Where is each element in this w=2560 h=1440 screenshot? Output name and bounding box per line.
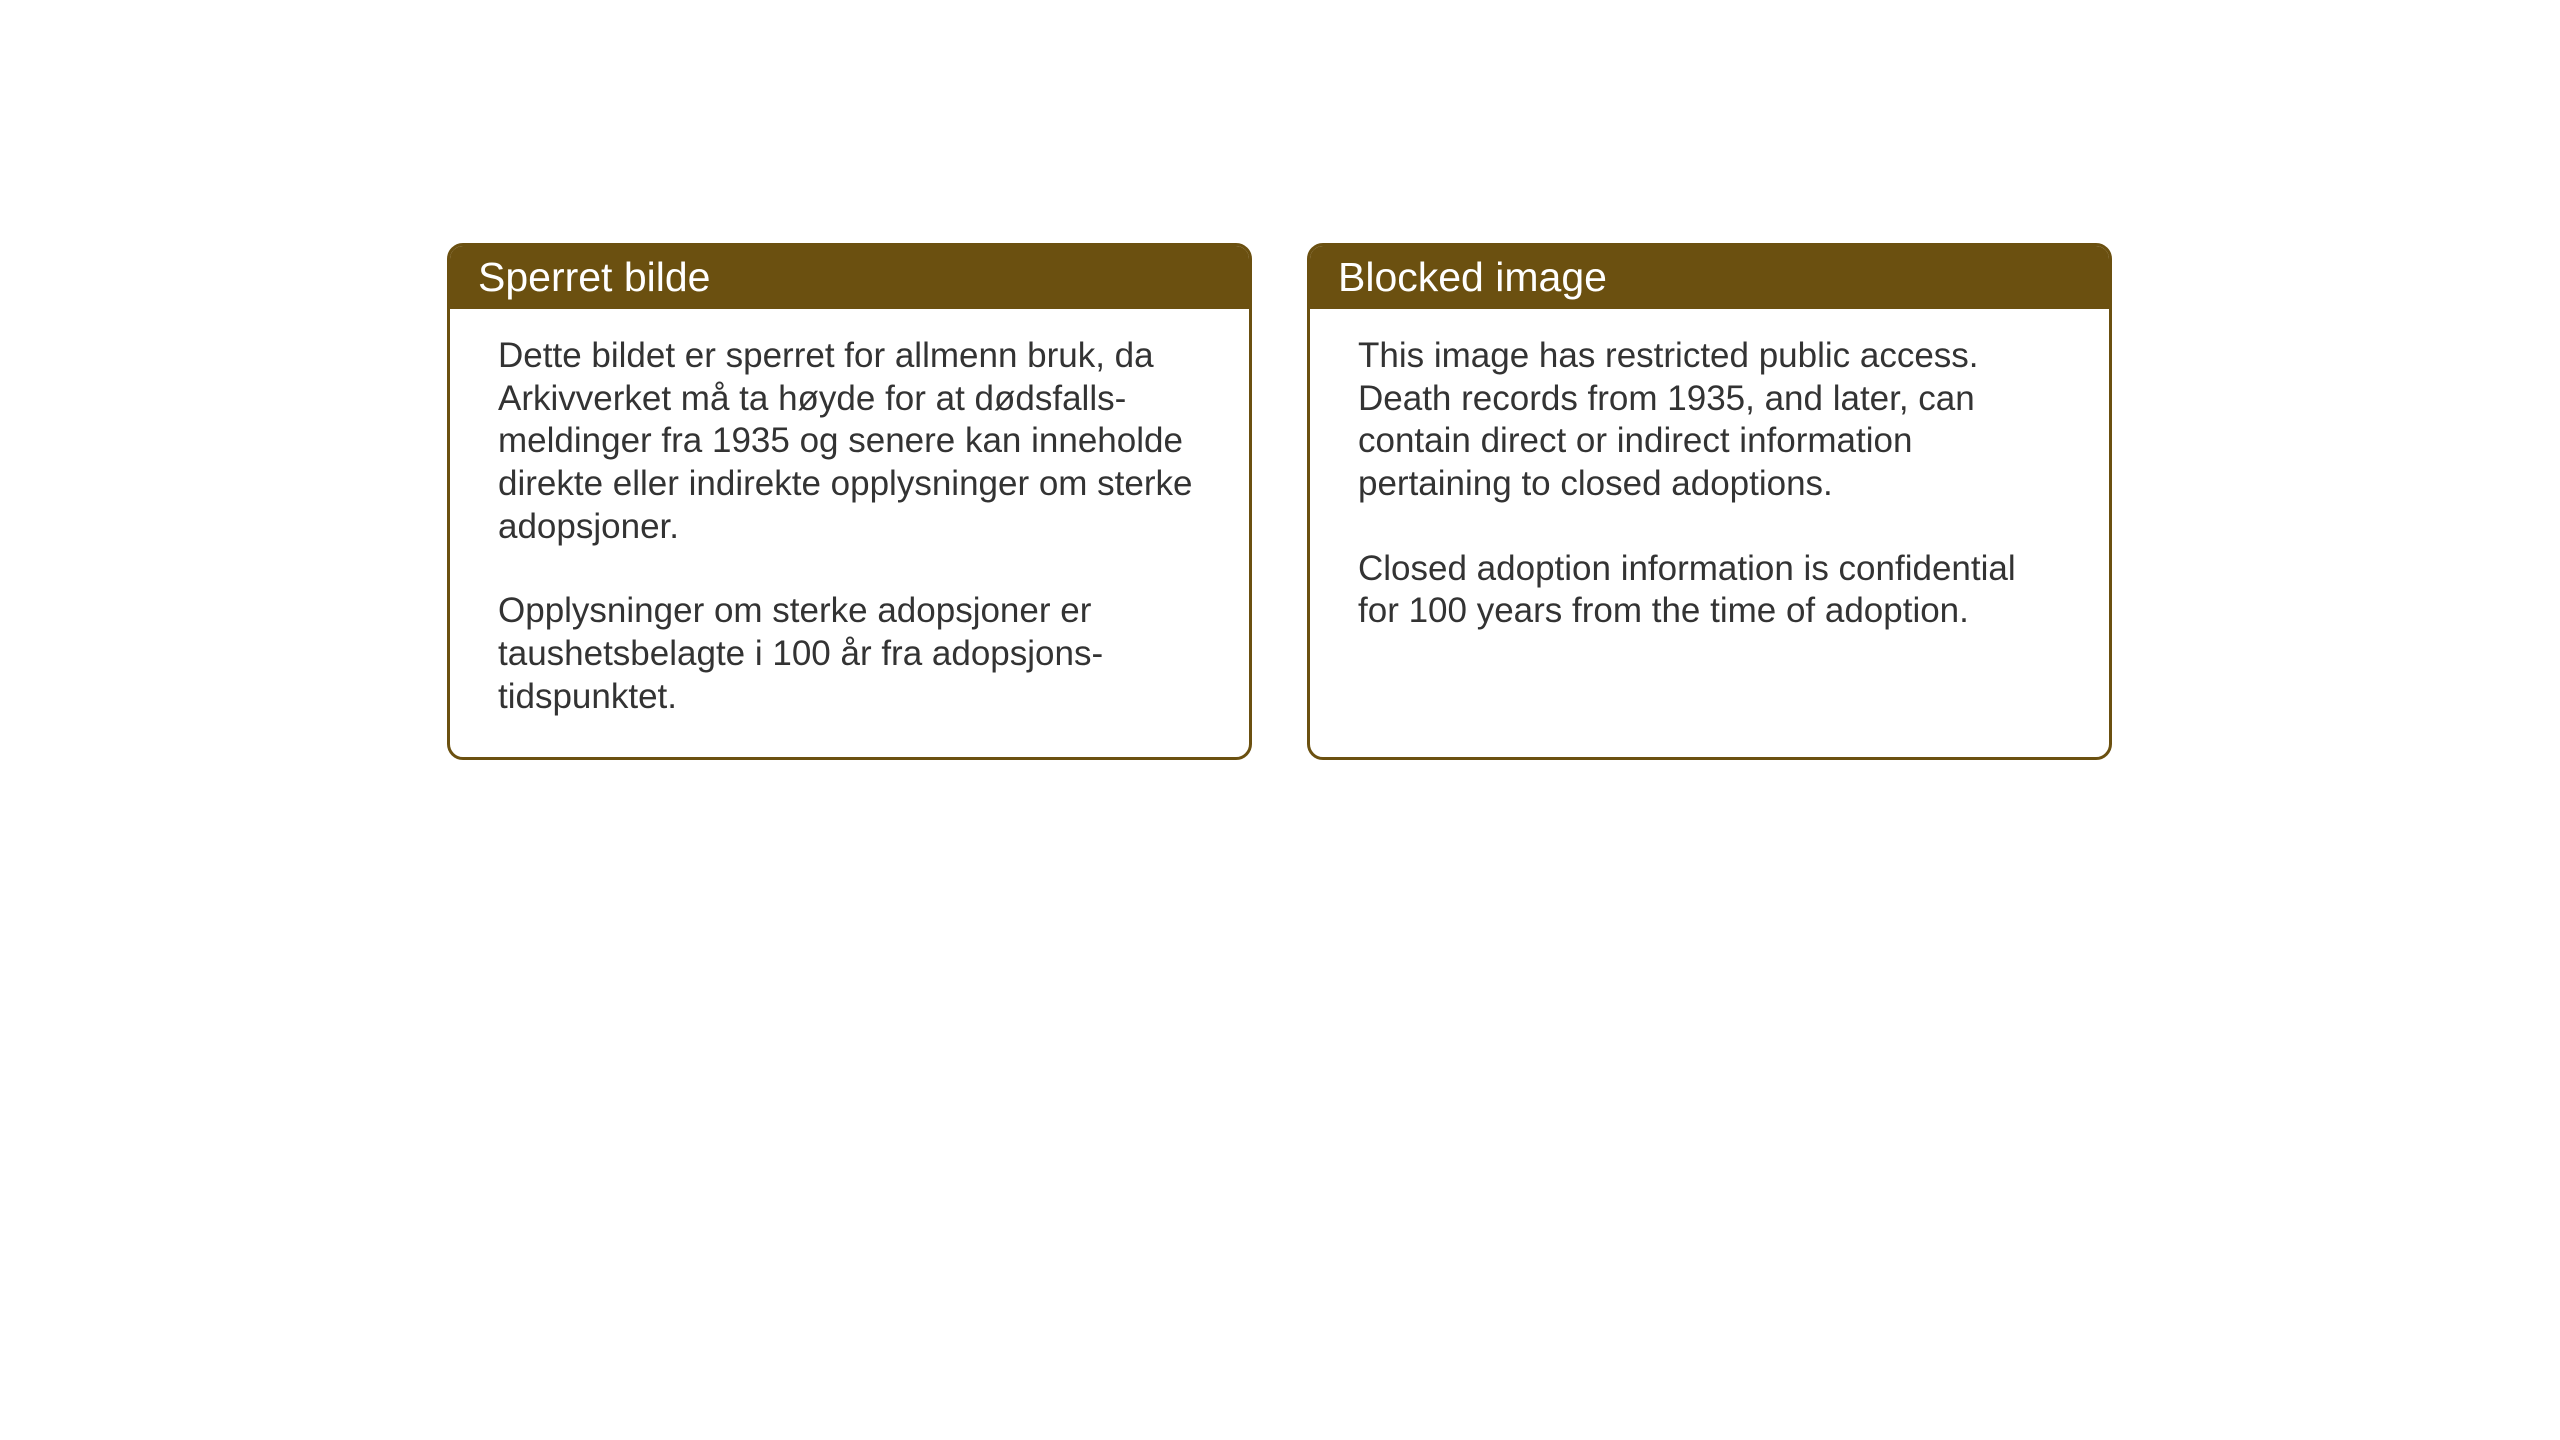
notice-paragraph-english-2: Closed adoption information is confident… — [1358, 548, 2061, 633]
notice-container: Sperret bilde Dette bildet er sperret fo… — [447, 243, 2112, 760]
notice-body-norwegian: Dette bildet er sperret for allmenn bruk… — [450, 309, 1249, 757]
notice-header-norwegian: Sperret bilde — [450, 246, 1249, 309]
notice-title-english: Blocked image — [1338, 254, 1607, 300]
notice-header-english: Blocked image — [1310, 246, 2109, 309]
notice-title-norwegian: Sperret bilde — [478, 254, 710, 300]
notice-paragraph-norwegian-1: Dette bildet er sperret for allmenn bruk… — [498, 335, 1201, 548]
notice-body-english: This image has restricted public access.… — [1310, 309, 2109, 671]
notice-box-norwegian: Sperret bilde Dette bildet er sperret fo… — [447, 243, 1252, 760]
notice-paragraph-norwegian-2: Opplysninger om sterke adopsjoner er tau… — [498, 590, 1201, 718]
notice-box-english: Blocked image This image has restricted … — [1307, 243, 2112, 760]
notice-paragraph-english-1: This image has restricted public access.… — [1358, 335, 2061, 506]
